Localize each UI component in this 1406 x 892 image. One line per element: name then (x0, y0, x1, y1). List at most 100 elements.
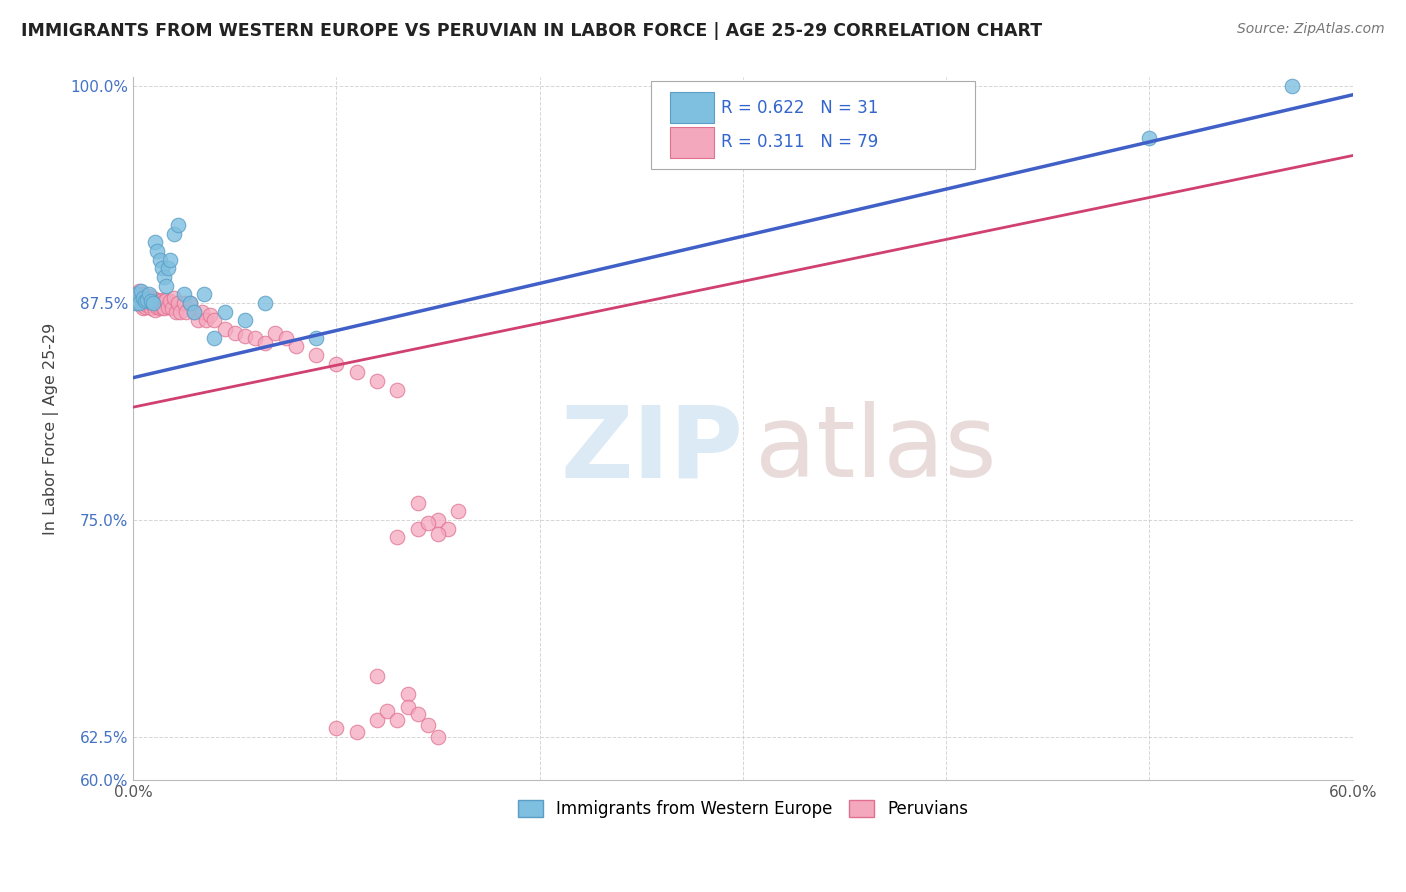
Point (202, 313, 225, 327)
Legend: Immigrants from Western Europe, Peruvians: Immigrants from Western Europe, Peruvian… (510, 793, 974, 825)
Point (427, 730, 450, 744)
Point (437, 522, 460, 536)
Point (214, 304, 236, 318)
Point (179, 296, 201, 310)
Point (243, 331, 266, 345)
Point (128, 284, 150, 298)
Point (214, 322, 236, 336)
Point (163, 227, 186, 241)
FancyBboxPatch shape (669, 127, 714, 158)
Point (141, 294, 163, 309)
Point (159, 294, 181, 309)
Point (193, 287, 215, 301)
Point (366, 374, 388, 388)
Point (146, 244, 169, 258)
Point (183, 304, 205, 318)
Point (200, 308, 222, 322)
Point (150, 293, 173, 307)
Point (325, 721, 347, 735)
Point (146, 300, 169, 314)
Point (145, 303, 167, 318)
FancyBboxPatch shape (651, 81, 974, 169)
Point (132, 296, 155, 310)
Point (155, 293, 177, 307)
Point (274, 331, 297, 345)
Point (152, 294, 174, 309)
Point (127, 287, 149, 301)
Point (375, 704, 398, 718)
Point (146, 293, 169, 307)
Point (150, 261, 173, 276)
Point (142, 296, 165, 310)
Point (129, 289, 152, 303)
Point (346, 724, 368, 739)
Text: R = 0.622   N = 31: R = 0.622 N = 31 (721, 99, 879, 117)
Point (387, 713, 409, 727)
Text: ZIP: ZIP (560, 401, 742, 499)
FancyBboxPatch shape (669, 92, 714, 123)
Point (129, 284, 152, 298)
Point (346, 366, 368, 380)
Point (124, 296, 146, 310)
Point (202, 331, 225, 345)
Text: Source: ZipAtlas.com: Source: ZipAtlas.com (1237, 22, 1385, 37)
Point (166, 218, 188, 232)
Text: atlas: atlas (755, 401, 997, 499)
Point (305, 348, 328, 362)
Text: IMMIGRANTS FROM WESTERN EUROPE VS PERUVIAN IN LABOR FORCE | AGE 25-29 CORRELATIO: IMMIGRANTS FROM WESTERN EUROPE VS PERUVI… (21, 22, 1042, 40)
Point (427, 527, 450, 541)
Point (305, 331, 328, 345)
Point (254, 296, 277, 310)
Point (127, 287, 149, 301)
Point (142, 298, 165, 312)
Point (191, 304, 214, 318)
Point (447, 504, 470, 518)
Point (284, 339, 307, 353)
Point (396, 700, 419, 714)
Point (187, 313, 209, 327)
Point (142, 291, 165, 305)
Point (325, 357, 347, 371)
Point (132, 287, 155, 301)
Point (141, 301, 163, 316)
Point (155, 278, 177, 293)
Point (396, 686, 419, 700)
Point (406, 707, 429, 722)
Point (132, 301, 155, 316)
Point (134, 293, 156, 307)
Point (254, 335, 277, 350)
Point (124, 291, 146, 305)
Point (132, 291, 155, 305)
Point (159, 252, 181, 267)
Point (264, 326, 287, 340)
Point (148, 301, 170, 316)
Point (416, 516, 439, 531)
Point (173, 287, 195, 301)
Point (145, 296, 167, 310)
Point (1139, 131, 1161, 145)
Y-axis label: In Labor Force | Age 25-29: In Labor Force | Age 25-29 (44, 323, 59, 535)
Text: R = 0.311   N = 79: R = 0.311 N = 79 (721, 133, 879, 151)
Point (148, 294, 170, 309)
Point (387, 383, 409, 397)
Point (165, 304, 187, 318)
Point (128, 296, 150, 310)
Point (138, 287, 160, 301)
Point (406, 522, 429, 536)
Point (152, 270, 174, 285)
Point (129, 298, 152, 312)
Point (427, 513, 450, 527)
Point (150, 300, 173, 314)
Point (183, 304, 205, 318)
Point (366, 713, 388, 727)
Point (179, 296, 201, 310)
Point (233, 329, 256, 343)
Point (136, 293, 159, 307)
Point (233, 313, 256, 327)
Point (156, 300, 179, 314)
Point (173, 296, 195, 310)
Point (174, 304, 197, 318)
Point (145, 235, 167, 250)
Point (169, 304, 191, 318)
Point (166, 296, 188, 310)
